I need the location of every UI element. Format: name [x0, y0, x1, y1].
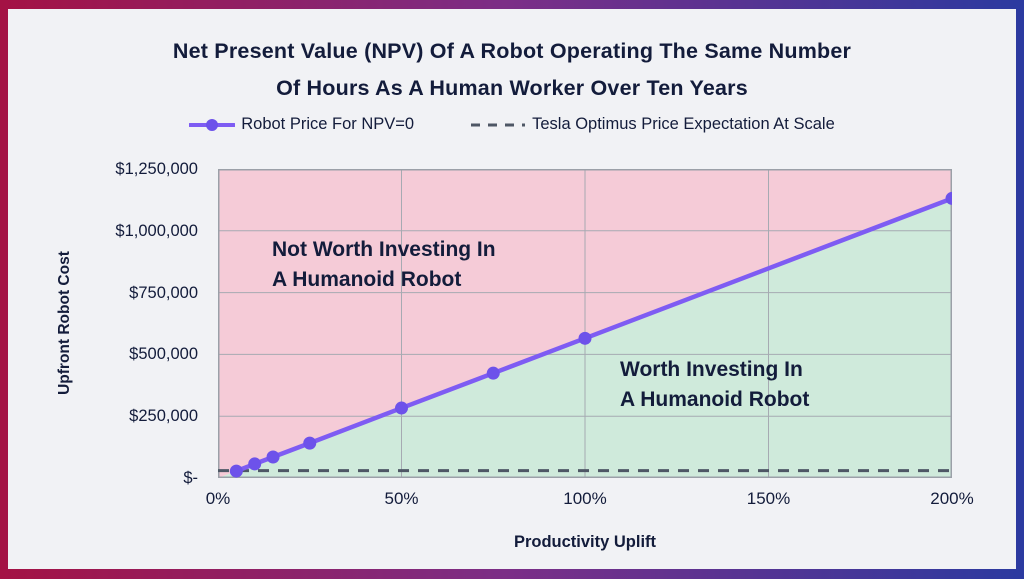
- x-tick-label: 150%: [746, 489, 791, 508]
- annotation-not-worth: Not Worth Investing In A Humanoid Robot: [272, 238, 496, 291]
- data-point: [578, 331, 592, 345]
- legend-label: Robot Price For NPV=0: [241, 115, 415, 133]
- x-tick-label: 200%: [930, 489, 974, 508]
- x-tick-label: 100%: [563, 489, 607, 508]
- legend-item-robot-price[interactable]: Robot Price For NPV=0: [189, 115, 414, 134]
- annotation-worth: Worth Investing In A Humanoid Robot: [620, 358, 810, 411]
- data-point: [395, 401, 408, 415]
- y-tick-label: $1,250,000: [115, 160, 198, 178]
- y-tick-label: $250,000: [129, 407, 198, 426]
- legend-item-tesla-optimus[interactable]: Tesla Optimus Price Expectation At Scale: [470, 115, 835, 134]
- plot-svg: [218, 169, 952, 478]
- data-point: [486, 366, 500, 380]
- y-axis-tick-labels: $- $250,000 $500,000 $750,000 $1,000,000 $1,2…: [8, 9, 198, 569]
- x-axis-tick-labels: 0% 50% 100% 150% 200%: [8, 487, 1016, 511]
- legend: Robot Price For NPV=0 Tesla Optimus Pric…: [8, 115, 1016, 134]
- data-point: [945, 191, 952, 205]
- y-tick-label: $-: [183, 469, 198, 487]
- dashed-line-icon: [471, 123, 526, 126]
- line-with-dot-icon: [189, 118, 236, 131]
- x-tick-label: 50%: [384, 489, 419, 508]
- x-axis-title: Productivity Uplift: [513, 533, 657, 551]
- data-point: [303, 436, 317, 450]
- chart-title-line1: Net Present Value (NPV) Of A Robot Opera…: [172, 39, 852, 63]
- plot-area: Not Worth Investing In A Humanoid Robot …: [218, 169, 952, 478]
- y-tick-label: $1,000,000: [115, 221, 198, 240]
- y-tick-label: $500,000: [129, 345, 198, 364]
- chart-title-line2: Of Hours As A Human Worker Over Ten Year…: [276, 76, 748, 100]
- y-tick-label: $750,000: [129, 283, 198, 302]
- data-point: [266, 450, 280, 464]
- plot-border: [218, 169, 952, 478]
- chart-title: Net Present Value (NPV) Of A Robot Opera…: [8, 33, 1016, 107]
- data-point: [248, 457, 262, 471]
- data-point: [229, 464, 243, 478]
- chart-canvas: Net Present Value (NPV) Of A Robot Opera…: [8, 9, 1016, 569]
- legend-label: Tesla Optimus Price Expectation At Scale: [532, 115, 835, 133]
- x-tick-label: 0%: [205, 489, 231, 508]
